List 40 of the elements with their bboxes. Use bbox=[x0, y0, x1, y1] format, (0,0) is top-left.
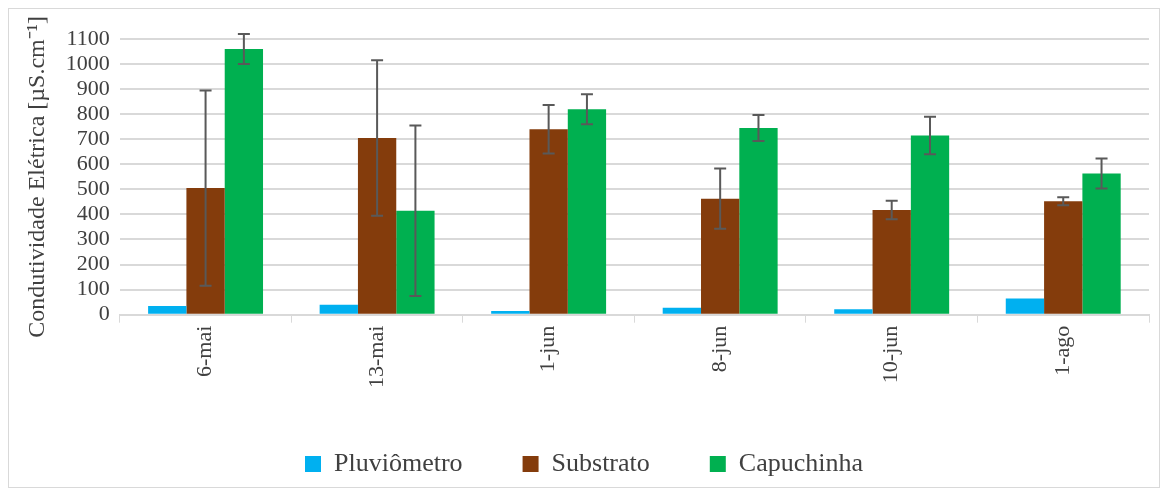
y-tick-label: 0 bbox=[98, 300, 110, 326]
bar bbox=[834, 309, 873, 314]
x-tick-label: 13-mai bbox=[362, 325, 388, 389]
bar bbox=[1005, 298, 1045, 314]
y-tick-label: 400 bbox=[76, 200, 110, 226]
bar bbox=[1082, 173, 1121, 314]
bar bbox=[739, 127, 778, 314]
y-tick-label: 700 bbox=[76, 125, 110, 151]
bar bbox=[357, 138, 397, 314]
y-tick-label: 1100 bbox=[66, 24, 110, 50]
x-tick-label: 6-mai bbox=[191, 325, 217, 378]
x-tick-label: 1-ago bbox=[1049, 325, 1075, 376]
bar bbox=[491, 310, 530, 314]
y-tick-label: 100 bbox=[76, 275, 110, 301]
y-tick-label: 300 bbox=[76, 225, 110, 251]
bar bbox=[662, 307, 702, 314]
x-tick-label: 1-jun bbox=[534, 325, 560, 373]
legend-label: Pluviômetro bbox=[334, 447, 463, 477]
bar bbox=[910, 135, 950, 314]
legend-label: Substrato bbox=[551, 447, 650, 477]
x-tick-label: 8-jun bbox=[705, 325, 731, 373]
y-tick-label: 600 bbox=[76, 150, 110, 176]
bar bbox=[186, 188, 225, 314]
bar bbox=[529, 129, 568, 314]
y-axis-title: Condutividade Elétrica [µS.cm⁻¹] bbox=[22, 16, 49, 338]
y-tick-label: 500 bbox=[76, 175, 110, 201]
bar bbox=[872, 209, 911, 314]
bar bbox=[1044, 201, 1083, 314]
bar bbox=[701, 198, 740, 314]
y-tick-label: 200 bbox=[76, 250, 110, 276]
y-tick-label: 1000 bbox=[65, 49, 110, 75]
bar bbox=[567, 109, 607, 314]
bar bbox=[224, 49, 264, 314]
y-tick-label: 800 bbox=[76, 99, 110, 125]
bar bbox=[396, 210, 435, 314]
x-tick-label: 10-jun bbox=[877, 325, 903, 384]
bar bbox=[148, 305, 187, 314]
y-tick-label: 900 bbox=[76, 74, 110, 100]
bar bbox=[319, 304, 358, 314]
legend-label: Capuchinha bbox=[738, 447, 864, 477]
